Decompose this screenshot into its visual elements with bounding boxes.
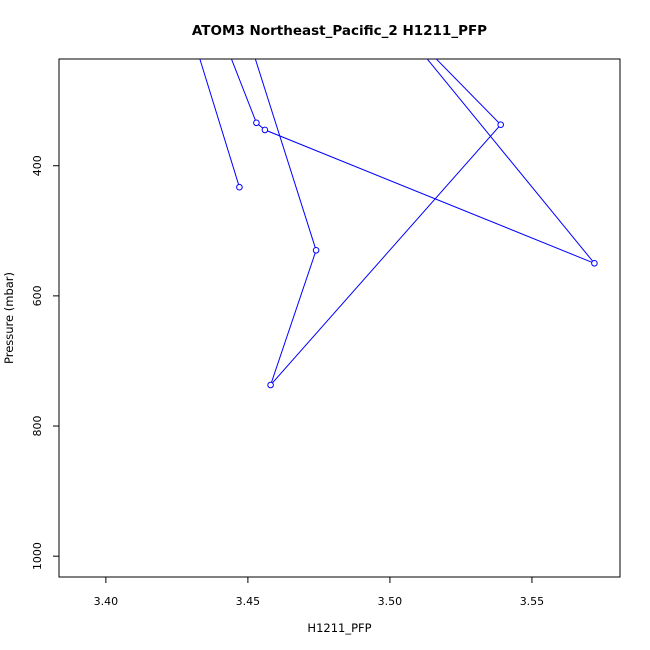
data-point	[312, 247, 320, 254]
data-point	[253, 119, 260, 127]
x-tick-label: 3.40	[94, 595, 119, 608]
y-tick-label: 400	[31, 155, 44, 176]
data-point	[267, 381, 274, 389]
plot-area	[199, 59, 598, 389]
series-line	[199, 59, 595, 386]
x-axis-label: H1211_PFP	[307, 621, 371, 635]
y-tick-label: 1000	[31, 542, 44, 570]
y-axis: 400 600 800 1000	[31, 155, 59, 570]
data-point	[497, 121, 505, 128]
data-point	[591, 260, 598, 267]
plot-frame	[58, 58, 621, 578]
data-point	[261, 126, 269, 134]
chart-title: ATOM3 Northeast_Pacific_2 H1211_PFP	[192, 23, 487, 39]
x-tick-label: 3.50	[378, 595, 403, 608]
x-axis: 3.40 3.45 3.50 3.55	[94, 577, 545, 608]
x-tick-label: 3.45	[236, 595, 261, 608]
y-tick-label: 600	[31, 285, 44, 306]
y-tick-label: 800	[31, 416, 44, 437]
x-tick-label: 3.55	[520, 595, 545, 608]
data-point	[236, 183, 243, 191]
y-axis-label: Pressure (mbar)	[2, 272, 16, 364]
